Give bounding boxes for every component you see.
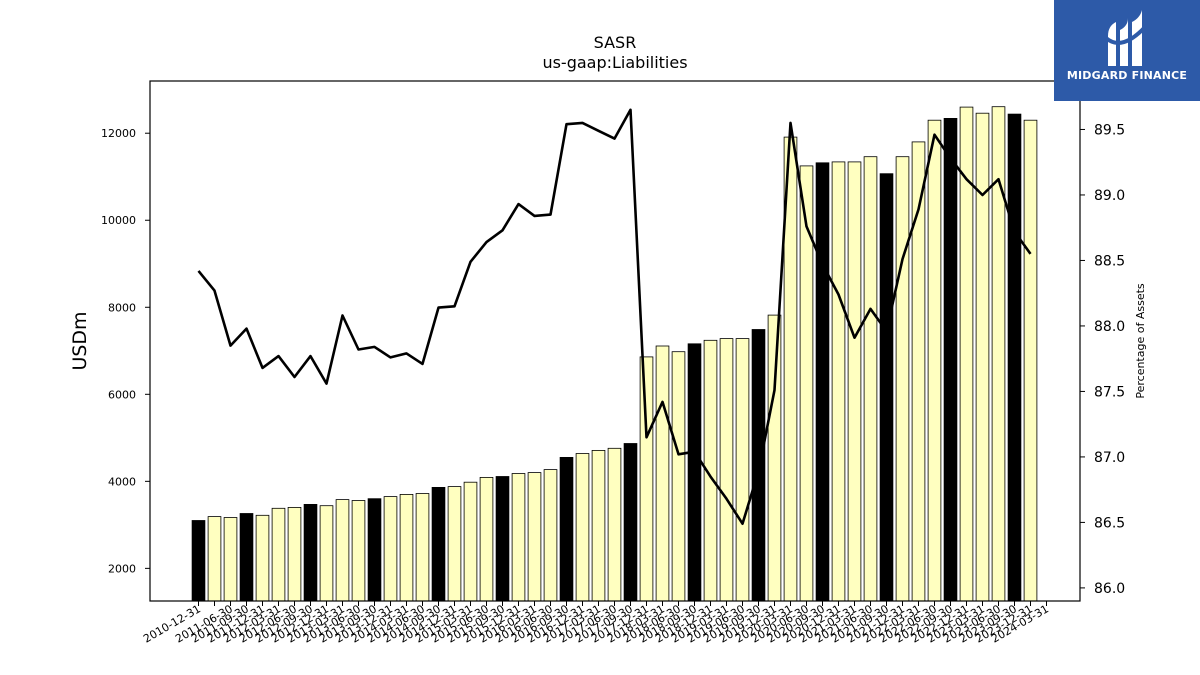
bar bbox=[1023, 119, 1038, 602]
bar bbox=[527, 472, 542, 602]
bar bbox=[287, 506, 302, 602]
bar bbox=[719, 338, 734, 602]
chart-title: SASR bbox=[594, 33, 637, 52]
y2-tick-label: 87.5 bbox=[1094, 384, 1125, 400]
y-tick-label: 10000 bbox=[101, 214, 136, 227]
bar bbox=[927, 119, 942, 602]
bar bbox=[767, 314, 782, 602]
bar bbox=[415, 493, 430, 602]
bar bbox=[879, 173, 894, 602]
y2-axis-label: Percentage of Assets bbox=[1134, 283, 1147, 399]
bar bbox=[607, 447, 622, 602]
bar bbox=[511, 473, 526, 602]
bar bbox=[655, 345, 670, 602]
bar bbox=[319, 505, 334, 602]
bar bbox=[847, 161, 862, 602]
bar bbox=[975, 112, 990, 602]
bar bbox=[399, 493, 414, 602]
bar bbox=[271, 507, 286, 602]
axes-layer: 2000 4000 6000 8000 10000 12000 86.0 86.5 87.0 87… bbox=[101, 80, 1125, 646]
bar bbox=[559, 456, 574, 602]
bar bbox=[623, 443, 638, 602]
bar bbox=[431, 486, 446, 602]
bar bbox=[799, 165, 814, 602]
chart-subtitle: us-gaap:Liabilities bbox=[542, 53, 687, 72]
bars-layer bbox=[191, 106, 1038, 602]
bar bbox=[351, 500, 366, 602]
y2-tick-label: 89.5 bbox=[1094, 122, 1125, 138]
liabilities-pct-line bbox=[197, 108, 1032, 526]
bar bbox=[575, 453, 590, 602]
y2-tick-label: 88.0 bbox=[1094, 319, 1125, 335]
bar bbox=[367, 498, 382, 602]
y-tick-label: 4000 bbox=[108, 475, 136, 488]
brand-name: MIDGARD FINANCE bbox=[1066, 69, 1188, 82]
bar bbox=[255, 514, 270, 602]
bar bbox=[943, 118, 958, 602]
bar bbox=[639, 356, 654, 602]
bar bbox=[463, 481, 478, 602]
midgard-logo-icon bbox=[1104, 10, 1148, 66]
y-tick-label: 2000 bbox=[108, 562, 136, 575]
bar bbox=[335, 499, 350, 602]
bar bbox=[239, 513, 254, 602]
y2-tick-label: 86.5 bbox=[1094, 515, 1125, 531]
line-layer bbox=[197, 108, 1032, 526]
y-tick-label: 8000 bbox=[108, 301, 136, 314]
bar bbox=[863, 156, 878, 602]
bar bbox=[223, 517, 238, 602]
y-axis-label: USDm bbox=[69, 311, 91, 370]
bar bbox=[479, 476, 494, 602]
y2-tick-label: 86.0 bbox=[1094, 581, 1125, 597]
bar bbox=[543, 469, 558, 602]
bar bbox=[831, 161, 846, 602]
bar bbox=[687, 343, 702, 602]
y2-tick-label: 89.0 bbox=[1094, 188, 1125, 204]
y-tick-label: 12000 bbox=[101, 127, 136, 140]
bar bbox=[191, 520, 206, 602]
bar bbox=[495, 476, 510, 602]
bar bbox=[303, 503, 318, 602]
brand-logo: MIDGARD FINANCE bbox=[1054, 0, 1200, 101]
bar bbox=[591, 449, 606, 602]
bar bbox=[895, 156, 910, 602]
bar bbox=[815, 162, 830, 602]
bar bbox=[671, 351, 686, 602]
y2-tick-label: 88.5 bbox=[1094, 253, 1125, 269]
bar bbox=[959, 106, 974, 602]
bar bbox=[735, 338, 750, 602]
bar bbox=[1007, 113, 1022, 602]
y-tick-label: 6000 bbox=[108, 388, 136, 401]
bar bbox=[207, 516, 222, 602]
bar bbox=[383, 496, 398, 602]
bar bbox=[447, 486, 462, 602]
y2-tick-label: 87.0 bbox=[1094, 450, 1125, 466]
